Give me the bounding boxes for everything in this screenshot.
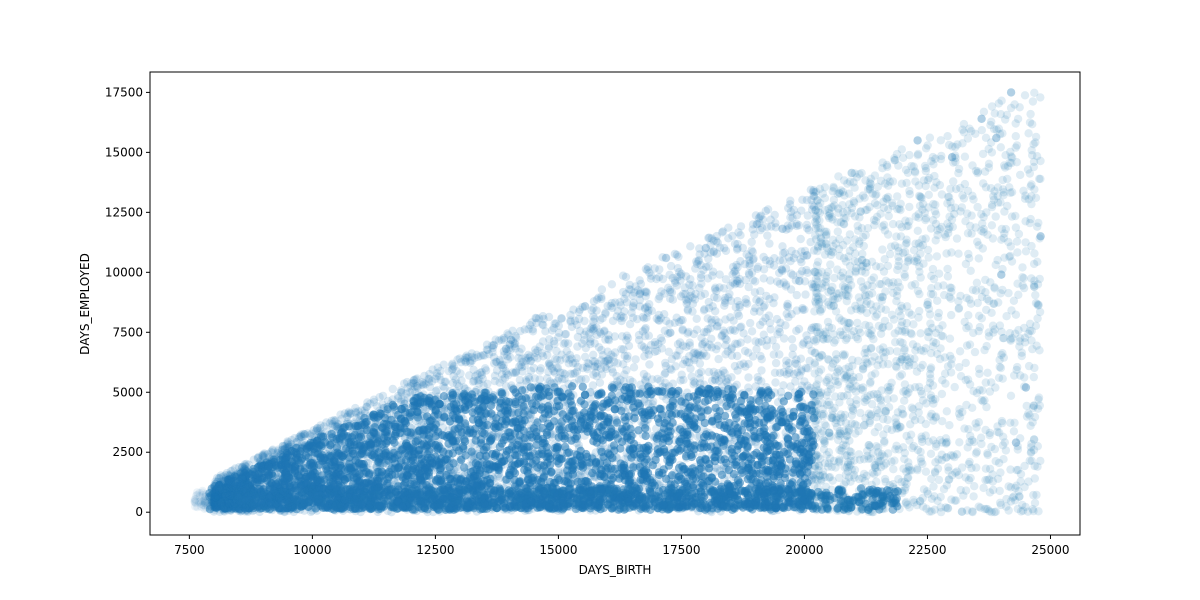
scatter-point bbox=[467, 447, 476, 456]
scatter-point bbox=[638, 504, 647, 513]
scatter-point bbox=[529, 405, 538, 415]
scatter-point bbox=[645, 360, 654, 369]
scatter-point bbox=[641, 495, 650, 504]
scatter-point bbox=[697, 451, 707, 460]
data-points bbox=[190, 88, 1045, 517]
scatter-point bbox=[709, 367, 718, 377]
scatter-point bbox=[708, 385, 718, 395]
scatter-point bbox=[439, 392, 449, 401]
scatter-point bbox=[746, 425, 755, 435]
scatter-point bbox=[762, 222, 772, 232]
scatter-point bbox=[573, 477, 582, 487]
scatter-point bbox=[646, 505, 655, 514]
scatter-point bbox=[771, 358, 781, 368]
scatter-point bbox=[732, 380, 741, 389]
scatter-point bbox=[782, 356, 791, 365]
scatter-point bbox=[787, 335, 797, 344]
scatter-point bbox=[786, 196, 795, 205]
scatter-point bbox=[487, 505, 496, 514]
scatter-point bbox=[714, 396, 723, 405]
scatter-point bbox=[666, 444, 675, 454]
scatter-point bbox=[569, 449, 578, 459]
scatter-point bbox=[763, 231, 772, 240]
scatter-point bbox=[553, 396, 562, 405]
scatter-point bbox=[747, 237, 756, 247]
scatter-point bbox=[580, 431, 589, 440]
scatter-point bbox=[700, 289, 710, 299]
scatter-point bbox=[704, 474, 714, 483]
scatter-point bbox=[578, 382, 587, 391]
scatter-point bbox=[750, 230, 759, 239]
scatter-point bbox=[631, 355, 640, 364]
scatter-point bbox=[796, 486, 806, 495]
scatter-point bbox=[561, 392, 571, 401]
scatter-point bbox=[597, 285, 607, 294]
scatter-point bbox=[686, 242, 695, 251]
scatter-point bbox=[746, 318, 755, 328]
scatter-point bbox=[659, 500, 668, 510]
scatter-point bbox=[747, 327, 757, 336]
scatter-point bbox=[519, 402, 528, 411]
scatter-point bbox=[795, 506, 804, 515]
scatter-point bbox=[796, 234, 805, 244]
scatter-point bbox=[802, 220, 812, 229]
